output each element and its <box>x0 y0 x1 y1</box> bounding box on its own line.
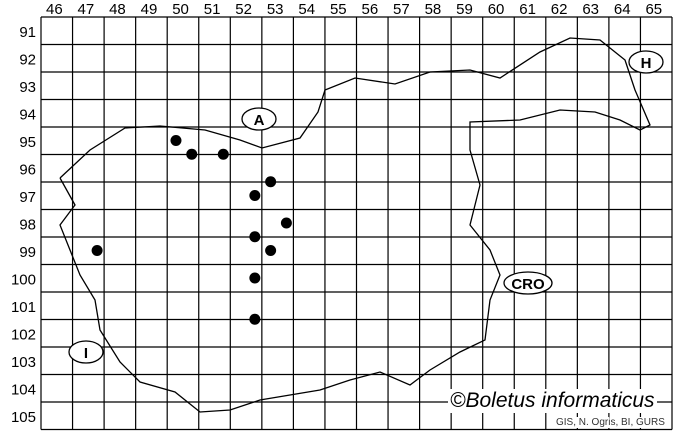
row-label: 102 <box>11 327 36 344</box>
column-label: 46 <box>46 1 63 18</box>
row-label: 93 <box>19 79 36 96</box>
occurrence-dot <box>186 148 198 160</box>
row-labels: 91 92 93 94 95 96 97 98 99 100 101 102 103 104 105 <box>11 24 36 426</box>
occurrence-dot <box>265 245 277 256</box>
occurrence-dot <box>265 176 277 188</box>
row-label: 99 <box>19 244 36 261</box>
occurrence-dot <box>249 313 261 325</box>
occurrence-dot <box>249 190 261 201</box>
column-label: 61 <box>519 1 536 18</box>
column-label: 59 <box>456 1 473 18</box>
source-credit: GIS, N. Ogris, BI, GURS <box>556 417 665 428</box>
row-label: 92 <box>19 52 36 69</box>
column-label: 53 <box>267 1 284 18</box>
country-labels: A H CRO I <box>68 50 664 364</box>
occurrence-dots <box>91 135 292 325</box>
column-labels: 46 47 48 49 50 51 52 53 54 55 56 57 58 59 60 61 62 63 64 65 <box>46 1 662 18</box>
croatia-label-oval <box>503 271 553 295</box>
row-label: 101 <box>11 299 36 316</box>
column-label: 47 <box>78 1 95 18</box>
occurrence-dot <box>91 245 103 256</box>
column-label: 55 <box>330 1 347 18</box>
row-label: 103 <box>11 354 36 371</box>
row-label: 91 <box>19 24 36 41</box>
column-label: 64 <box>614 1 631 18</box>
column-label: 51 <box>204 1 221 18</box>
italy-label-oval <box>68 340 104 364</box>
row-label: 98 <box>19 217 36 234</box>
border-line <box>59 37 651 413</box>
slovenia-border <box>59 37 651 413</box>
column-label: 60 <box>488 1 505 18</box>
column-label: 65 <box>645 1 662 18</box>
row-label: 104 <box>11 382 36 399</box>
italy-label: I <box>84 345 88 362</box>
row-label: 105 <box>11 409 36 426</box>
column-label: 62 <box>551 1 568 18</box>
grid-lines <box>40 16 673 431</box>
column-label: 57 <box>393 1 410 18</box>
occurrence-dot <box>170 135 182 146</box>
column-label: 58 <box>425 1 442 18</box>
hungary-label-oval <box>628 50 664 74</box>
column-label: 50 <box>172 1 189 18</box>
occurrence-dot <box>280 217 292 229</box>
column-label: 52 <box>235 1 252 18</box>
occurrence-dot <box>217 148 229 160</box>
croatia-label: CRO <box>511 276 545 293</box>
column-label: 49 <box>141 1 158 18</box>
column-label: 56 <box>362 1 379 18</box>
row-label: 97 <box>19 189 36 206</box>
copyright-credit: ©Boletus informaticus <box>448 389 657 413</box>
occurrence-dot <box>249 231 261 243</box>
column-label: 48 <box>109 1 126 18</box>
row-label: 95 <box>19 134 36 151</box>
hungary-label: H <box>641 55 652 72</box>
austria-label-oval <box>241 107 277 131</box>
column-label: 63 <box>582 1 599 18</box>
row-label: 100 <box>11 272 36 289</box>
column-label: 54 <box>298 1 315 18</box>
austria-label: A <box>254 112 265 129</box>
occurrence-dot <box>249 272 261 284</box>
row-label: 96 <box>19 162 36 179</box>
row-label: 94 <box>19 107 36 124</box>
